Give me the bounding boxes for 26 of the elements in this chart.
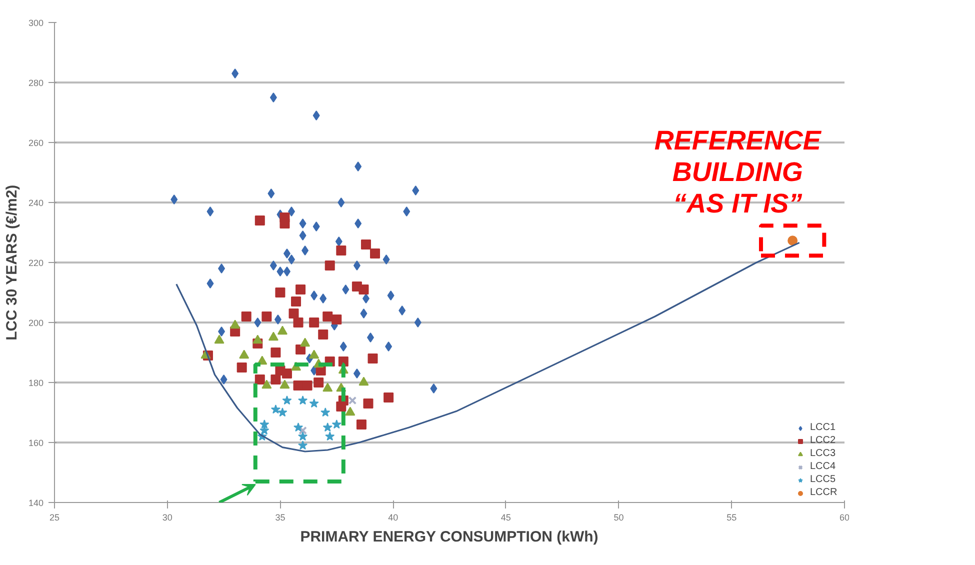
x-tick-label: 45 xyxy=(500,512,511,522)
x-tick-label: 60 xyxy=(839,512,850,522)
y-tick-label: 200 xyxy=(28,318,44,328)
y-tick-label: 260 xyxy=(28,138,44,148)
x-tick-label: 30 xyxy=(162,512,172,522)
legend-label: LCC2 xyxy=(810,435,837,446)
legend-label: LCC3 xyxy=(810,448,837,459)
y-tick-label: 300 xyxy=(28,18,44,28)
legend-label: LCC4 xyxy=(810,461,837,472)
y-tick-label: 180 xyxy=(28,378,44,388)
y-tick-label: 140 xyxy=(28,498,44,508)
x-tick-label: 55 xyxy=(726,512,737,522)
y-tick-label: 220 xyxy=(28,258,44,268)
y-tick-label: 240 xyxy=(28,198,44,208)
annotation: REFERENCE BUILDING “AS IT IS” xyxy=(654,126,822,219)
y-axis-title: LCC 30 YEARS (€/m2) xyxy=(3,184,20,340)
x-tick-label: 50 xyxy=(614,512,624,522)
y-tick-label: 160 xyxy=(28,438,44,448)
y-tick-label: 280 xyxy=(28,78,44,88)
x-tick-label: 35 xyxy=(275,512,286,522)
x-tick-label: 40 xyxy=(388,512,398,522)
legend-label: LCC5 xyxy=(810,474,837,485)
legend-label: LCCR xyxy=(810,487,838,498)
x-tick-label: 25 xyxy=(49,512,60,522)
legend-label: LCC1 xyxy=(810,422,837,433)
x-axis-title: PRIMARY ENERGY CONSUMPTION (kWh) xyxy=(300,528,598,546)
